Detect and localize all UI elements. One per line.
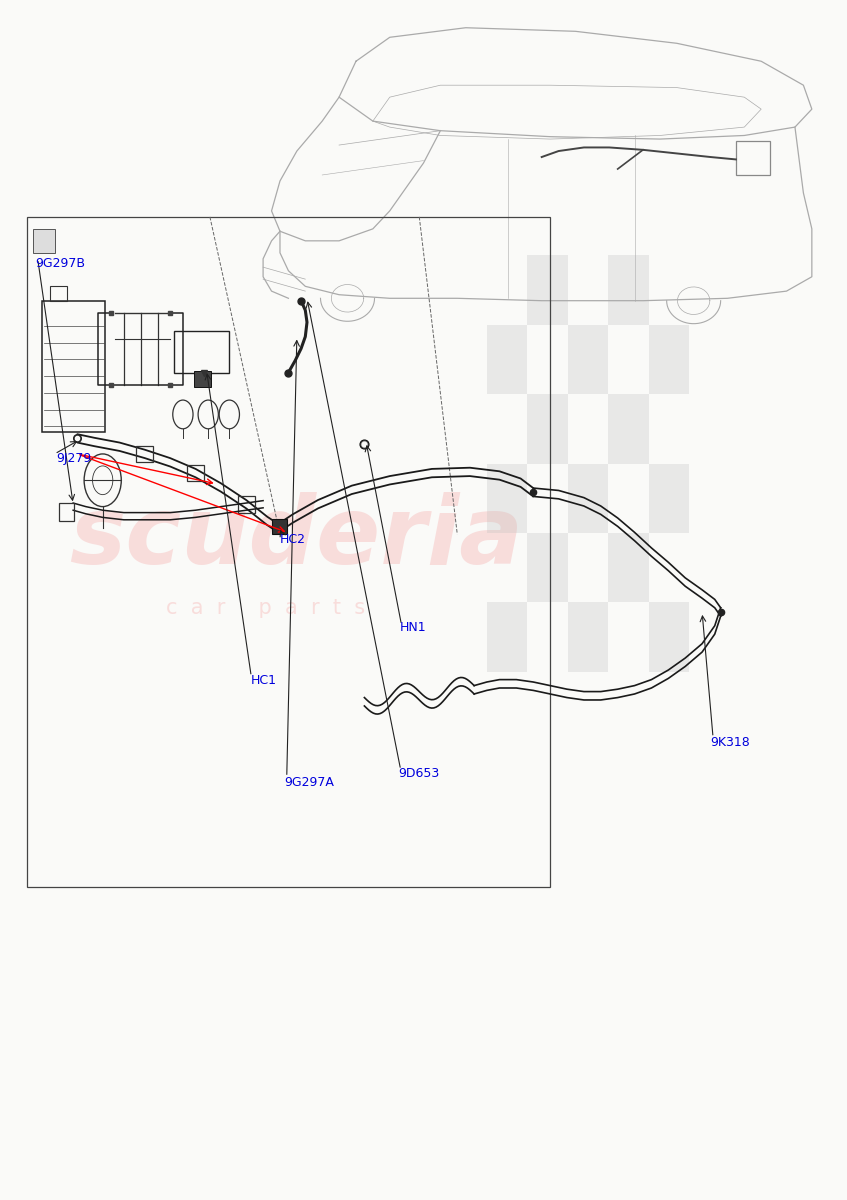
- Bar: [194, 371, 211, 386]
- Bar: [487, 325, 528, 394]
- Bar: [736, 142, 770, 175]
- Bar: [34, 229, 54, 253]
- Bar: [272, 518, 287, 534]
- Bar: [58, 503, 74, 521]
- Text: 9J279: 9J279: [56, 452, 91, 466]
- Bar: [174, 331, 230, 372]
- Bar: [27, 217, 551, 887]
- Bar: [608, 533, 649, 602]
- Bar: [528, 533, 567, 602]
- Text: HC1: HC1: [251, 674, 276, 686]
- Bar: [567, 463, 608, 533]
- Text: HN1: HN1: [400, 622, 427, 634]
- Bar: [649, 602, 689, 672]
- Bar: [238, 496, 255, 512]
- Bar: [608, 394, 649, 463]
- Text: 9G297A: 9G297A: [285, 775, 334, 788]
- Text: 9K318: 9K318: [711, 736, 750, 749]
- Bar: [567, 602, 608, 672]
- Bar: [50, 287, 67, 301]
- Bar: [487, 602, 528, 672]
- Bar: [487, 463, 528, 533]
- Bar: [528, 394, 567, 463]
- Text: c  a  r     p  a  r  t  s: c a r p a r t s: [166, 599, 365, 618]
- Text: 9G297B: 9G297B: [36, 257, 86, 270]
- Bar: [187, 464, 204, 481]
- Bar: [608, 256, 649, 325]
- Bar: [528, 256, 567, 325]
- Text: 9D653: 9D653: [398, 767, 440, 780]
- Bar: [42, 301, 105, 432]
- Text: scuderia: scuderia: [69, 492, 523, 584]
- Bar: [136, 445, 153, 462]
- Bar: [649, 463, 689, 533]
- Bar: [567, 325, 608, 394]
- Bar: [649, 325, 689, 394]
- Text: HC2: HC2: [280, 533, 306, 546]
